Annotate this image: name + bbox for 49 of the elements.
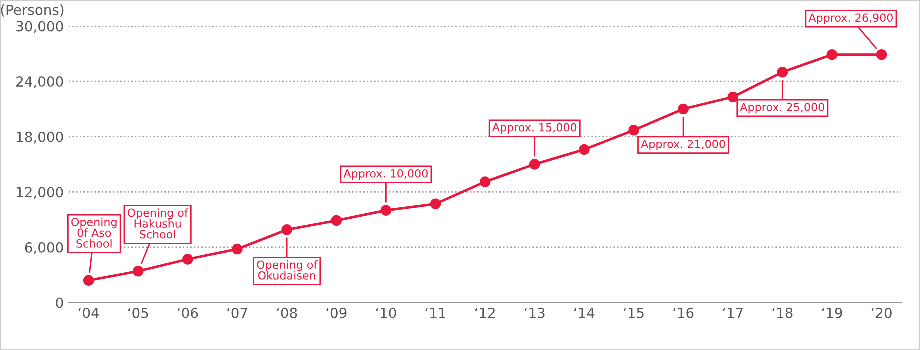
x-tick-label: ‘14 [574,308,595,318]
y-tick-label: 12,000 [17,187,64,200]
point [728,92,738,103]
annotation: Approx. 15,000 [492,123,577,134]
point [876,49,888,60]
point [529,159,540,170]
annotation: Approx. 21,000 [641,140,726,151]
x-tick-label: ‘16 [674,308,694,318]
x-tick-label: ‘15 [624,308,644,318]
x-tick-label: ‘20 [872,308,892,318]
x-tick-label: ‘07 [228,308,248,318]
x-tick-label: ‘05 [128,308,148,318]
y-tick-label: 24,000 [16,76,64,88]
annotation: Opening of Hakushu School [128,208,189,239]
annotation: Approx. 25,000 [740,103,824,114]
point [83,275,94,286]
x-tick-label: ‘08 [277,308,298,318]
point [430,198,442,210]
x-tick-label: ‘06 [178,308,198,318]
x-tick-label: ‘11 [426,308,446,318]
point [380,205,392,216]
point [480,176,491,188]
annotation: Approx. 26,900 [808,14,893,24]
annotation: Opening 0f Aso School [72,218,117,248]
point [579,144,590,156]
x-tick-label: ‘09 [326,308,347,318]
point [331,215,342,226]
x-tick-label: ‘13 [524,308,545,318]
point [777,66,788,78]
point [826,49,838,60]
x-tick-label: ‘19 [822,308,842,318]
annotation: Opening of Okudaisen [257,260,318,280]
x-tick-label: ‘12 [475,308,495,318]
point [133,266,144,277]
y-tick-label: 30,000 [16,21,64,34]
x-tick-label: ‘17 [723,308,743,318]
annotation: Approx. 10,000 [344,169,428,180]
y-axis-title: (Persons) [1,4,64,17]
point [182,254,194,265]
point [282,224,292,236]
y-tick-label: 6,000 [25,242,64,254]
x-tick-label: ‘10 [376,308,396,318]
y-tick-label: 0 [56,298,64,308]
point [628,125,640,136]
x-tick-label: ‘04 [78,308,100,318]
x-tick-label: ‘18 [772,308,793,318]
point [232,244,243,255]
point [678,104,689,115]
y-tick-label: 18,000 [17,132,64,144]
